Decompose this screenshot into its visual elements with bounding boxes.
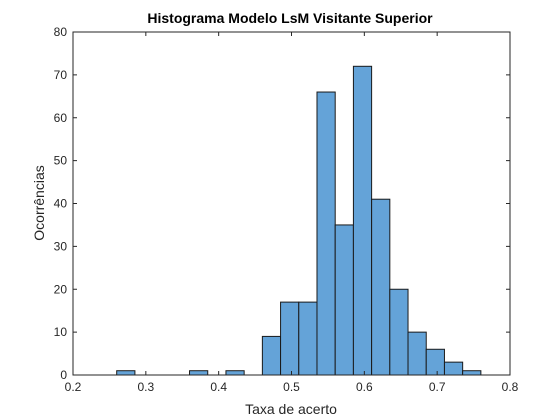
y-axis-label: Ocorrências bbox=[31, 165, 47, 240]
bars-group bbox=[116, 65, 482, 376]
histogram-bar-13 bbox=[443, 361, 464, 376]
histogram-bar-14 bbox=[462, 370, 482, 376]
histogram-bar-0 bbox=[116, 370, 136, 376]
y-tick-label-2: 20 bbox=[54, 282, 68, 296]
y-tick-label-6: 60 bbox=[54, 111, 68, 125]
chart-title: Histograma Modelo LsM Visitante Superior bbox=[147, 10, 433, 26]
y-tick-label-0: 0 bbox=[60, 368, 67, 382]
y-tick-label-5: 50 bbox=[54, 154, 68, 168]
histogram-bar-11 bbox=[407, 331, 427, 376]
histogram-bar-6 bbox=[316, 91, 336, 376]
histogram-bar-4 bbox=[280, 301, 300, 376]
x-tick-label-1: 0.3 bbox=[137, 380, 154, 394]
y-tick-label-7: 70 bbox=[54, 68, 68, 82]
histogram-bar-7 bbox=[334, 224, 354, 376]
x-tick-label-4: 0.6 bbox=[356, 380, 373, 394]
x-tick-label-2: 0.4 bbox=[210, 380, 227, 394]
x-tick-label-5: 0.7 bbox=[429, 380, 446, 394]
x-tick-label-6: 0.8 bbox=[502, 380, 519, 394]
y-tick-label-8: 80 bbox=[54, 25, 68, 39]
histogram-bar-10 bbox=[389, 288, 409, 376]
y-tick-label-3: 30 bbox=[54, 239, 68, 253]
x-tick-label-3: 0.5 bbox=[283, 380, 300, 394]
histogram-bar-2 bbox=[225, 370, 245, 376]
histogram-bar-1 bbox=[189, 370, 209, 376]
x-tick-label-0: 0.2 bbox=[65, 380, 82, 394]
histogram-bar-8 bbox=[352, 65, 373, 376]
y-tick-label-4: 40 bbox=[54, 197, 68, 211]
x-axis-ticks: 0.2 0.3 0.4 0.5 0.6 0.7 0.8 bbox=[65, 32, 519, 394]
histogram-bar-12 bbox=[425, 348, 445, 376]
x-axis-label: Taxa de acerto bbox=[245, 401, 337, 417]
y-tick-label-1: 10 bbox=[54, 325, 68, 339]
y-axis-ticks: 0 10 20 30 40 50 60 70 80 bbox=[54, 25, 510, 382]
histogram-bar-3 bbox=[261, 335, 282, 376]
histogram-bar-5 bbox=[298, 301, 318, 376]
histogram-bar-9 bbox=[371, 198, 391, 376]
